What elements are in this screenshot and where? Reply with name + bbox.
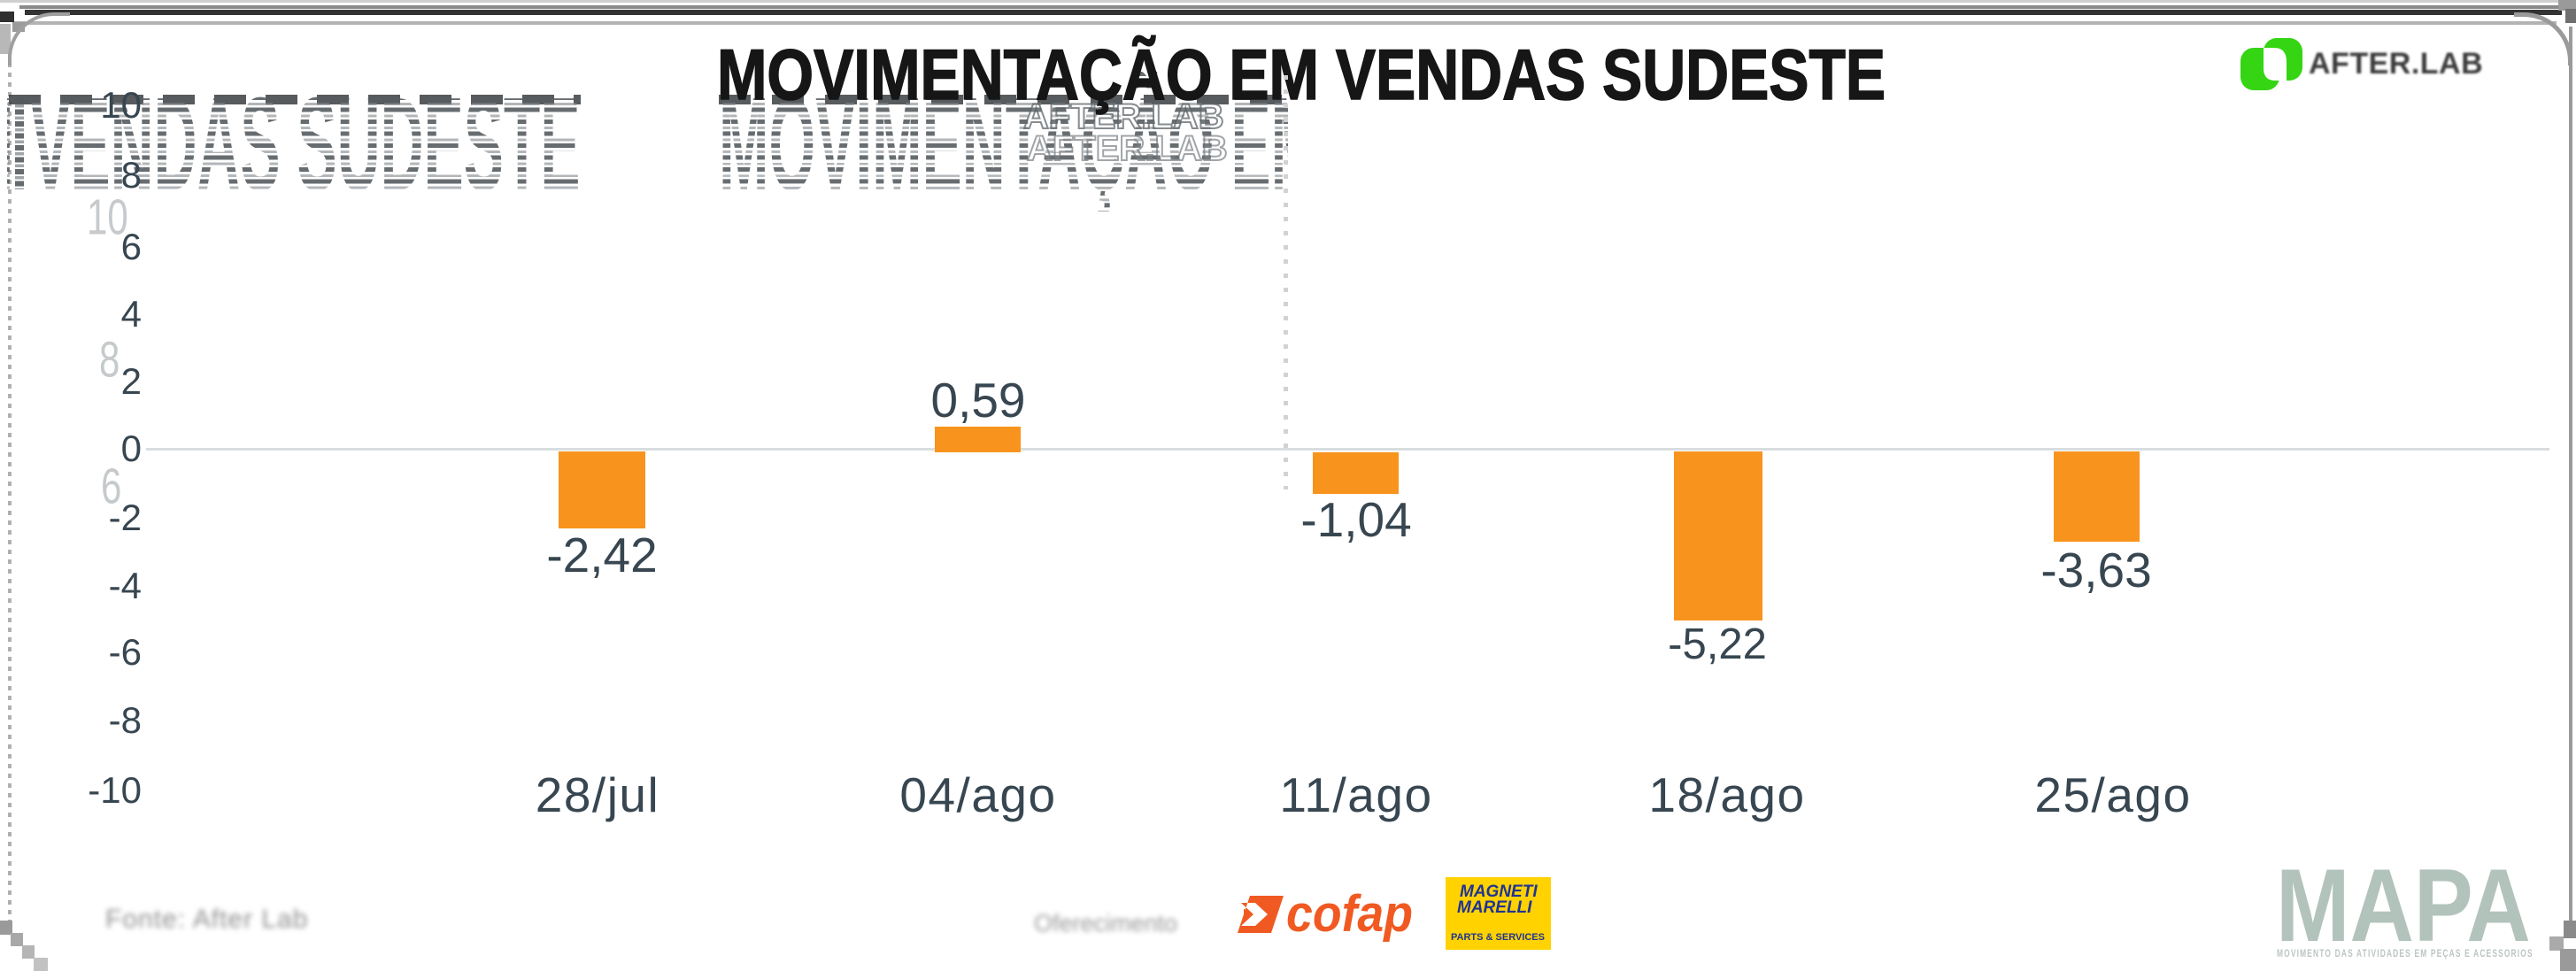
svg-text:cofap: cofap (1286, 888, 1413, 943)
